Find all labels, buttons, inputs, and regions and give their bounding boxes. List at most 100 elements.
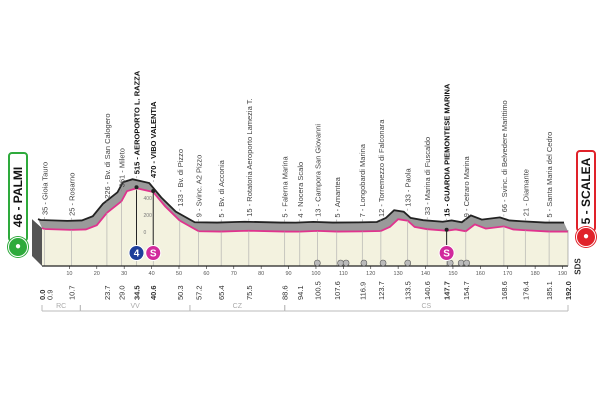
intermediate-sprint-icon (145, 245, 162, 261)
waypoint-label: 66 - Svinc. di Belvedere Marittimo (500, 100, 509, 212)
waypoint-label: 15 - Rotatoria Aeroporto Lamezia T. (245, 98, 254, 216)
km-label: 168.6 (500, 281, 509, 300)
axis-tick-label: 80 (258, 271, 264, 277)
province-label: CS (421, 303, 431, 310)
rail-crossing-icon (457, 259, 465, 267)
marker-dot (151, 189, 156, 194)
province-label: CZ (233, 303, 243, 310)
waypoint-label: 133 - Paola (404, 168, 413, 207)
rail-crossing-icon (463, 259, 470, 267)
axis-tick-label: 100 (311, 271, 320, 277)
km-label: 185.1 (545, 281, 554, 300)
rail-crossing-icon (337, 259, 344, 267)
waypoint-label: 470 - VIBO VALENTIA (149, 101, 158, 178)
start-cyclist-icon: ● (8, 237, 28, 257)
province-label: VV (130, 303, 140, 310)
marker-label: 4 (134, 249, 140, 260)
km-label: 107.6 (333, 281, 342, 300)
km-label: 154.7 (462, 281, 471, 300)
finish-badge: 5 - SCALEA (576, 150, 596, 232)
axis-tick-label: 10 (66, 271, 72, 277)
axis-tick-label: 70 (231, 271, 237, 277)
axis-tick-label: 150 (448, 271, 457, 277)
marker-dot (134, 185, 139, 190)
axis-tick-label: 180 (531, 271, 540, 277)
waypoint-label: 9 - Svinc. A2 Pizzo (195, 155, 204, 218)
altitude-tick-label: 0 (144, 230, 147, 236)
waypoint-label: 15 - GUARDIA PIEMONTESE MARINA (443, 83, 452, 217)
rail-crossing-icon (360, 259, 368, 267)
waypoint-label: 21 - Diamante (521, 169, 530, 216)
waypoint-label: 35 - Gioia Tauro (40, 162, 49, 215)
axis-tick-label: 160 (476, 271, 485, 277)
axis-tick-label: 110 (339, 271, 348, 277)
km-label: 100.5 (313, 281, 322, 300)
intermediate-sprint-icon (438, 245, 455, 261)
km-label: 40.6 (149, 285, 158, 300)
km-label: 88.6 (281, 285, 290, 300)
km-label: 147.7 (443, 281, 452, 300)
km-label: 0.9 (45, 290, 54, 300)
km-label: 94.1 (296, 285, 305, 300)
km-label: 140.6 (423, 281, 432, 300)
axis-tick-label: 50 (176, 271, 182, 277)
km-label: 34.5 (133, 285, 142, 300)
waypoint-label: 5 - Amantea (333, 176, 342, 217)
axis-tick-label: 170 (503, 271, 512, 277)
axis-tick-label: 120 (366, 271, 375, 277)
marker-label: S (150, 249, 157, 260)
waypoint-label: 4 - Nocera Scalo (296, 162, 305, 218)
km-label: 50.3 (176, 285, 185, 300)
waypoint-label: 515 - AEROPORTO L. RAZZA (133, 70, 142, 174)
waypoint-label: 12 - Torremezzo di Falconara (377, 119, 386, 217)
km-label: 123.7 (377, 281, 386, 300)
km-label: 0.0 (38, 290, 47, 300)
waypoint-label: 7 - Longobardi Marina (358, 143, 367, 217)
axis-tick-label: 20 (94, 271, 100, 277)
km-label: 116.9 (358, 282, 367, 300)
axis-tick-label: 130 (394, 271, 403, 277)
sds-logo: SDS (573, 258, 583, 275)
axis-tick-label: 140 (421, 271, 430, 277)
rail-crossing-icon (314, 259, 321, 267)
axis-tick-label: 30 (121, 271, 127, 277)
waypoint-label: 13 - Campora San Giovanni (313, 124, 322, 217)
waypoint-label: 133 - Bv. di Pizzo (176, 149, 185, 207)
km-label: 133.5 (404, 281, 413, 300)
altitude-tick-label: 400 (144, 196, 153, 202)
waypoint-label: 33 - Marina di Fuscaldo (423, 137, 432, 215)
finish-cyclist-icon: ● (576, 227, 596, 247)
km-label: 10.7 (67, 285, 76, 300)
axis-tick-label: 90 (286, 271, 292, 277)
start-badge: 46 - PALMI (8, 152, 28, 242)
km-label: 29.0 (117, 285, 126, 300)
waypoint-label: 361 - Mileto (117, 148, 126, 187)
rail-crossing-icon (379, 259, 387, 267)
rail-crossing-icon (342, 259, 350, 267)
axis-tick-label: 60 (203, 271, 209, 277)
waypoint-label: 25 - Rosarno (67, 173, 76, 216)
km-label: 75.5 (245, 285, 254, 300)
km-label: 57.2 (195, 285, 204, 300)
waypoint-label: 5 - Santa Maria del Cedro (545, 132, 554, 218)
rail-crossing-icon (404, 259, 412, 267)
waypoint-label: 9 - Cetraro Marina (462, 156, 471, 218)
ridge-line (37, 178, 564, 224)
start-label: 46 - PALMI (11, 166, 25, 228)
waypoint-label: 5 - Bv. di Acconia (217, 159, 226, 217)
province-label: RC (56, 303, 66, 310)
marker-label: S (443, 249, 450, 260)
altitude-tick-label: 200 (144, 213, 153, 219)
relief-band (38, 179, 568, 232)
axis-tick-label: 40 (149, 271, 155, 277)
km-label: 176.4 (521, 281, 530, 300)
profile-area (42, 188, 568, 266)
profile-side-face (32, 219, 42, 266)
rail-crossing-icon (446, 259, 454, 267)
finish-label: 5 - SCALEA (579, 157, 593, 225)
waypoint-label: 226 - Bv. di San Calogero (103, 113, 112, 198)
climb-4th-category-icon (128, 245, 145, 261)
waypoint-label: 5 - Falerna Marina (281, 155, 290, 217)
marker-dot (444, 227, 449, 232)
